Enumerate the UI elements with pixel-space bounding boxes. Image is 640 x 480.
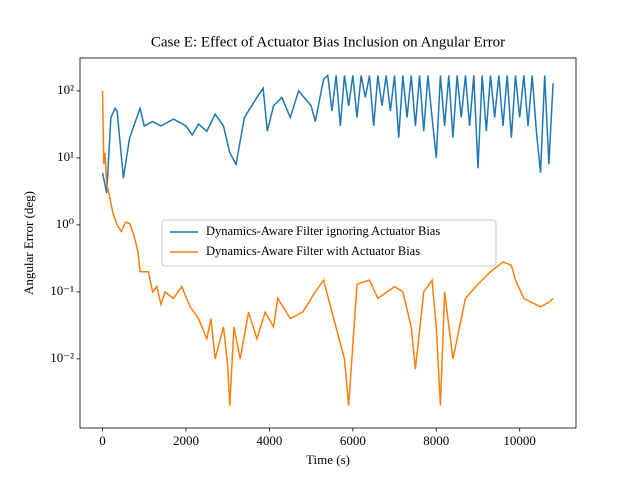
- y-axis-label: Angular Error (deg): [21, 191, 36, 295]
- x-tick-label: 4000: [256, 433, 282, 448]
- y-tick-label: 10⁻¹: [50, 283, 74, 298]
- x-tick-label: 6000: [340, 433, 366, 448]
- x-tick-label: 10000: [503, 433, 536, 448]
- x-tick-label: 0: [99, 433, 106, 448]
- x-tick-label: 8000: [423, 433, 449, 448]
- legend-label: Dynamics-Aware Filter ignoring Actuator …: [206, 224, 440, 238]
- data-line: [101, 90, 554, 406]
- x-axis-label: Time (s): [306, 452, 350, 467]
- y-tick-label: 10⁰: [56, 216, 74, 231]
- y-tick-label: 10²: [57, 82, 74, 97]
- legend-box: [161, 219, 497, 267]
- y-tick-label: 10⁻²: [50, 350, 74, 365]
- legend-label: Dynamics-Aware Filter with Actuator Bias: [206, 244, 420, 258]
- chart-title: Case E: Effect of Actuator Bias Inclusio…: [151, 34, 505, 50]
- y-tick-label: 10¹: [57, 149, 74, 164]
- plot-frame: [79, 57, 577, 429]
- x-tick-label: 2000: [173, 433, 199, 448]
- data-line: [101, 73, 554, 194]
